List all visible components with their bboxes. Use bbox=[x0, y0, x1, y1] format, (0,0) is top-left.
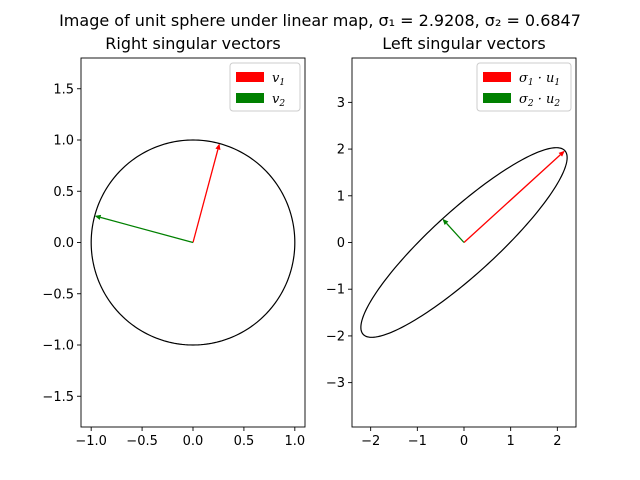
arrow-v1 bbox=[192, 143, 221, 243]
x-tick-label: 0 bbox=[460, 434, 468, 449]
legend-swatch bbox=[483, 93, 511, 103]
x-tick-label: −1.0 bbox=[75, 434, 107, 449]
x-tick-label: −1 bbox=[408, 434, 427, 449]
x-tick-label: 0.0 bbox=[183, 434, 204, 449]
x-tick-label: −0.5 bbox=[126, 434, 158, 449]
figure-suptitle: Image of unit sphere under linear map, σ… bbox=[59, 11, 581, 30]
image-ellipse bbox=[360, 147, 568, 338]
y-tick-label: 1.5 bbox=[53, 82, 74, 97]
y-tick-label: −3 bbox=[326, 376, 345, 391]
x-tick-label: −2 bbox=[361, 434, 380, 449]
legend-label: v2 bbox=[272, 92, 285, 109]
legend-swatch bbox=[236, 72, 264, 82]
x-tick-label: 1 bbox=[507, 434, 515, 449]
unit-circle bbox=[90, 139, 296, 346]
legend-label: σ1 · u1 bbox=[519, 71, 560, 88]
left-singular-vectors-panel: Left singular vectors −2 −1 0 1 2 −3 −2 −1 0 1 2 3 σ1… bbox=[326, 34, 577, 449]
legend-label: v1 bbox=[272, 71, 285, 88]
y-tick-label: 0 bbox=[337, 236, 345, 251]
y-tick-label: 1.0 bbox=[53, 134, 74, 149]
legend-label: σ2 · u2 bbox=[519, 92, 560, 109]
x-tick-label: 1.0 bbox=[284, 434, 305, 449]
y-tick-label: 0.5 bbox=[53, 185, 74, 200]
arrow-s2u2 bbox=[442, 218, 465, 243]
y-tick-label: −0.5 bbox=[42, 287, 74, 302]
arrow-s1u1 bbox=[463, 150, 565, 243]
arrow-v2 bbox=[94, 214, 194, 244]
subplot-title: Left singular vectors bbox=[382, 34, 545, 53]
x-tick-label: 0.5 bbox=[234, 434, 255, 449]
legend: σ1 · u1 σ2 · u2 bbox=[476, 62, 572, 112]
y-tick-label: 0.0 bbox=[53, 236, 74, 251]
y-tick-label: 2 bbox=[337, 143, 345, 158]
y-tick-label: −2 bbox=[326, 329, 345, 344]
y-tick-label: −1.5 bbox=[42, 390, 74, 405]
y-tick-label: 3 bbox=[337, 96, 345, 111]
x-tick-label: 2 bbox=[553, 434, 561, 449]
y-tick-label: 1 bbox=[337, 189, 345, 204]
right-singular-vectors-panel: Right singular vectors −1.0 −0.5 0.0 0.5 1.0 −… bbox=[42, 34, 306, 449]
legend-swatch bbox=[236, 93, 264, 103]
y-tick-label: −1 bbox=[326, 283, 345, 298]
y-tick-label: −1.0 bbox=[42, 339, 74, 354]
subplot-title: Right singular vectors bbox=[105, 34, 280, 53]
legend-swatch bbox=[483, 72, 511, 82]
